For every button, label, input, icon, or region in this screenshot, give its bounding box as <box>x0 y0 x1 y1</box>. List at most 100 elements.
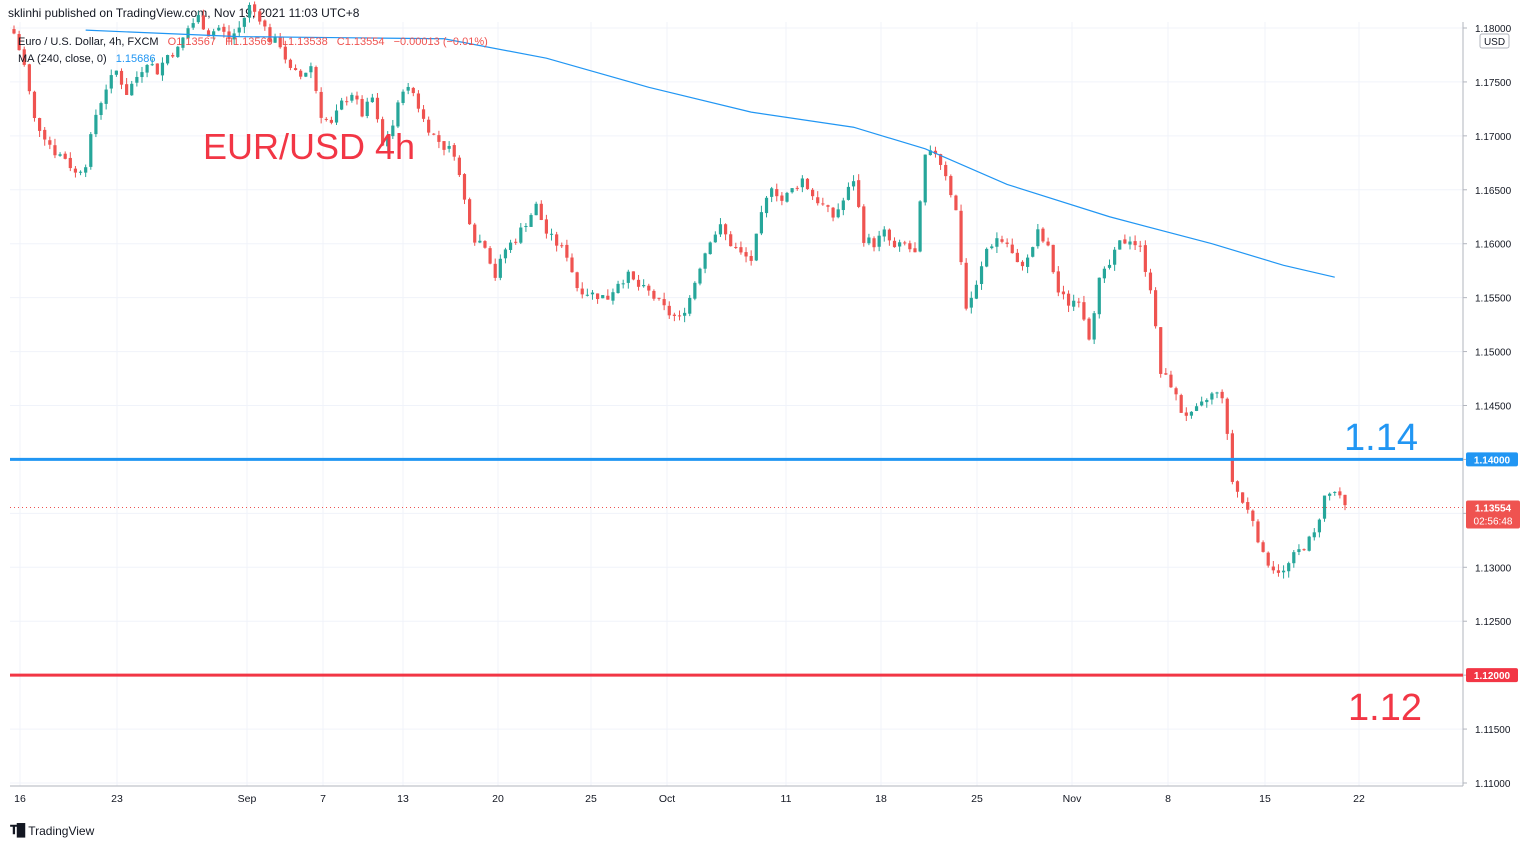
candle-body <box>212 31 216 37</box>
currency-badge[interactable] <box>1479 33 1510 49</box>
candle-body <box>1113 249 1117 265</box>
candle-body <box>1184 412 1188 416</box>
candlestick-series[interactable] <box>12 1 1347 579</box>
resistance-annotation[interactable]: 1.14 <box>1344 417 1418 459</box>
candle-body <box>1097 277 1101 315</box>
candle-body <box>795 187 799 189</box>
candle-body <box>1261 542 1265 552</box>
candle-body <box>872 238 876 248</box>
current-price-text: 1.13554 <box>1475 504 1512 515</box>
candle-body <box>48 140 52 145</box>
candle-body <box>713 234 717 243</box>
candle-body <box>483 241 487 248</box>
candle-body <box>529 215 533 227</box>
chart-title-annotation[interactable]: EUR/USD 4h <box>203 126 415 167</box>
candle-body <box>1102 268 1106 279</box>
ma-label: MA (240, close, 0) <box>18 53 107 65</box>
candle-body <box>718 224 723 235</box>
candle-body <box>237 27 241 33</box>
candle-body <box>314 67 318 91</box>
candle-body <box>334 110 339 123</box>
candle-body <box>867 237 871 244</box>
candle-body <box>1036 229 1040 247</box>
candle-body <box>944 164 948 177</box>
candle-body <box>790 188 794 193</box>
candle-body <box>1292 552 1296 564</box>
current-price-tag <box>1466 500 1520 529</box>
candle-body <box>1107 264 1112 268</box>
candle-body <box>882 229 886 237</box>
candle-body <box>1020 261 1025 267</box>
candle-body <box>401 91 405 103</box>
candle-body <box>928 150 932 156</box>
time-tick-label: 25 <box>971 793 983 805</box>
candle-body <box>1230 433 1234 482</box>
candle-body <box>1015 252 1019 263</box>
candle-body <box>125 84 129 95</box>
support-price-tag-text: 1.12000 <box>1474 671 1511 682</box>
symbol-legend[interactable]: Euro / U.S. Dollar, 4h, FXCM O1.13567 H1… <box>18 36 488 48</box>
candle-body <box>462 174 467 200</box>
candle-body <box>662 299 666 306</box>
tradingview-logo[interactable]: 𝐓█ TradingView <box>10 823 94 838</box>
candle-body <box>293 68 298 71</box>
candle-body <box>63 153 67 159</box>
candle-body <box>549 233 554 235</box>
candle-body <box>555 234 559 246</box>
candle-body <box>570 257 574 273</box>
candle-body <box>1266 552 1270 566</box>
candle-body <box>754 233 758 261</box>
ma-value: 1.15686 <box>115 53 156 65</box>
candle-body <box>964 262 968 309</box>
candle-body <box>995 238 999 247</box>
candle-body <box>375 97 380 120</box>
candle-body <box>560 245 564 247</box>
candle-body <box>565 244 569 258</box>
candle-body <box>165 55 170 64</box>
candle-body <box>43 129 47 140</box>
candle-body <box>150 64 154 66</box>
candle-body <box>171 55 175 57</box>
support-annotation[interactable]: 1.12 <box>1348 687 1422 729</box>
candle-body <box>657 297 661 299</box>
candle-body <box>114 70 118 75</box>
candle-body <box>1205 399 1209 403</box>
candle-body <box>652 290 656 299</box>
price-tick-label: 1.11500 <box>1475 725 1511 736</box>
candle-body <box>53 145 57 156</box>
candle-body <box>1046 241 1050 246</box>
candle-body <box>1041 228 1045 242</box>
candle-body <box>805 178 810 190</box>
vertical-gridlines <box>19 22 1360 786</box>
candle-body <box>913 248 917 253</box>
candle-body <box>908 243 912 250</box>
candle-body <box>626 271 630 283</box>
candle-body <box>693 282 697 299</box>
time-tick-label: Sep <box>238 793 257 805</box>
candle-body <box>672 314 676 316</box>
candle-body <box>473 224 477 243</box>
candle-body <box>73 168 78 173</box>
candle-body <box>12 29 16 34</box>
candle-body <box>273 37 277 43</box>
price-tick-label: 1.17000 <box>1475 132 1512 143</box>
candle-body <box>1148 272 1153 291</box>
candle-body <box>299 70 303 77</box>
candle-body <box>857 180 861 207</box>
ohlc-open: O1.13567 <box>167 36 216 48</box>
candle-body <box>959 210 963 263</box>
candle-body <box>1153 290 1158 327</box>
candle-body <box>1072 300 1076 307</box>
ma-legend[interactable]: MA (240, close, 0) 1.15686 <box>18 53 155 65</box>
candle-body <box>734 246 738 248</box>
candle-body <box>421 109 426 119</box>
candle-body <box>544 219 548 234</box>
candle-body <box>892 240 897 248</box>
time-tick-label: 23 <box>111 793 123 805</box>
ma-240-line[interactable] <box>85 29 1335 278</box>
candle-body <box>493 263 497 278</box>
candle-body <box>1087 318 1091 340</box>
candle-body <box>1322 495 1327 519</box>
candle-body <box>437 135 441 142</box>
